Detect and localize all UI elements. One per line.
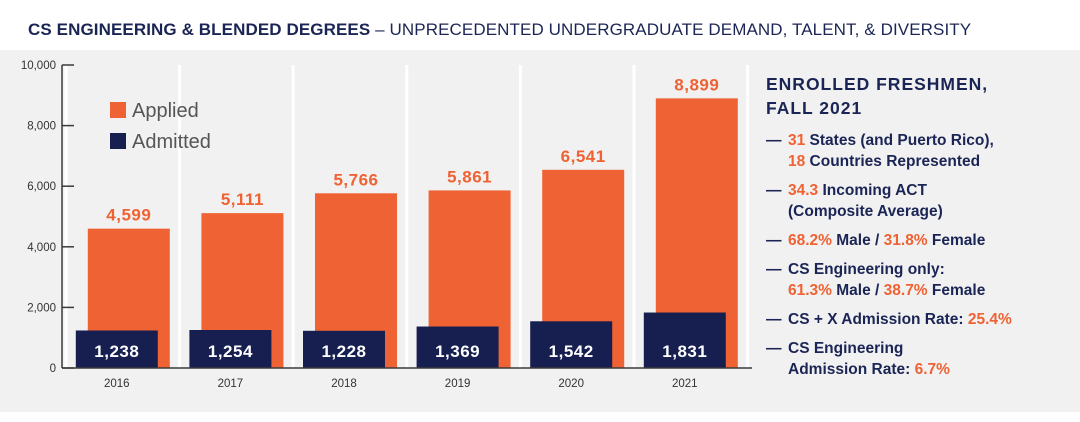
legend-swatch-applied bbox=[110, 102, 126, 118]
stat-text: Admission Rate: bbox=[788, 361, 915, 378]
side-heading: ENROLLED FRESHMEN, FALL 2021 bbox=[766, 72, 1066, 120]
stat-value: 6.7% bbox=[914, 361, 950, 378]
enrolled-freshmen-panel: ENROLLED FRESHMEN, FALL 2021 — 31 States… bbox=[766, 72, 1066, 388]
admitted-bar bbox=[416, 326, 499, 368]
stat-value: 25.4% bbox=[967, 311, 1012, 328]
bar-chart: 0 2,000 4,000 6,000 8,000 10,000 4,599 1,238 201… bbox=[21, 60, 752, 390]
stat-states-countries: — 31 States (and Puerto Rico), 18 Countr… bbox=[766, 130, 1066, 172]
x-tick-label: 2017 bbox=[218, 378, 244, 390]
stat-value: 34.3 bbox=[788, 182, 819, 199]
stat-csx-admission-rate: — CS + X Admission Rate: 25.4% bbox=[766, 309, 1066, 330]
stat-value: 18 bbox=[788, 153, 806, 170]
title-rest: – UNPRECEDENTED UNDERGRADUATE DEMAND, TA… bbox=[370, 20, 972, 39]
stat-text: CS Engineering bbox=[788, 340, 904, 357]
admitted-bar bbox=[189, 330, 272, 368]
stat-text: Countries Represented bbox=[805, 153, 981, 170]
stat-value: 61.3% bbox=[788, 282, 832, 299]
chart-panel: 0 2,000 4,000 6,000 8,000 10,000 4,599 1,238 201… bbox=[0, 50, 1080, 412]
stat-value: 31.8% bbox=[883, 232, 928, 249]
legend-swatch-admitted bbox=[110, 133, 126, 149]
admitted-bar bbox=[75, 330, 158, 368]
applied-value-label: 4,599 bbox=[106, 206, 151, 225]
dash-bullet: — bbox=[766, 182, 782, 199]
page-title: CS ENGINEERING & BLENDED DEGREES – UNPRE… bbox=[0, 0, 1080, 50]
y-tick-label: 6,000 bbox=[27, 181, 56, 193]
dash-bullet: — bbox=[766, 132, 782, 149]
admitted-value-label: 1,542 bbox=[549, 342, 594, 361]
admitted-value-label: 1,238 bbox=[94, 342, 139, 361]
dash-bullet: — bbox=[766, 311, 782, 328]
admitted-bar bbox=[643, 312, 726, 368]
applied-value-label: 8,899 bbox=[674, 75, 719, 94]
y-tick-label: 0 bbox=[50, 363, 56, 375]
y-tick-label: 2,000 bbox=[27, 302, 56, 314]
stat-gender-ratio: — 68.2% Male / 31.8% Female bbox=[766, 230, 1066, 251]
stat-cs-engineering-gender: — CS Engineering only: 61.3% Male / 38.7… bbox=[766, 259, 1066, 301]
side-heading-line1: ENROLLED FRESHMEN, bbox=[766, 74, 989, 94]
x-tick-label: 2020 bbox=[558, 378, 584, 390]
admitted-value-label: 1,254 bbox=[208, 342, 253, 361]
x-tick-label: 2019 bbox=[445, 378, 471, 390]
y-tick-label: 10,000 bbox=[21, 60, 56, 72]
x-tick-label: 2016 bbox=[104, 378, 130, 390]
stat-value: 38.7% bbox=[883, 282, 928, 299]
legend-label-admitted: Admitted bbox=[132, 131, 211, 153]
admitted-value-label: 1,228 bbox=[321, 342, 366, 361]
dash-bullet: — bbox=[766, 340, 782, 357]
admitted-bar bbox=[530, 321, 613, 368]
stat-text: Incoming ACT bbox=[818, 182, 927, 199]
stat-cs-engineering-admission-rate: — CS Engineering Admission Rate: 6.7% bbox=[766, 338, 1066, 380]
admitted-value-label: 1,369 bbox=[435, 342, 480, 361]
y-tick-label: 4,000 bbox=[27, 242, 56, 254]
stat-text: Male / bbox=[831, 232, 884, 249]
applied-value-label: 6,541 bbox=[561, 147, 606, 166]
x-tick-label: 2021 bbox=[672, 378, 698, 390]
x-tick-label: 2018 bbox=[331, 378, 357, 390]
title-bold: CS ENGINEERING & BLENDED DEGREES bbox=[28, 20, 371, 39]
stat-text: (Composite Average) bbox=[788, 203, 943, 220]
stat-text: CS + X Admission Rate: bbox=[788, 311, 968, 328]
dash-bullet: — bbox=[766, 261, 782, 278]
stat-text: Female bbox=[927, 282, 986, 299]
side-heading-line2: FALL 2021 bbox=[766, 98, 863, 118]
legend-label-applied: Applied bbox=[132, 100, 199, 122]
applied-value-label: 5,861 bbox=[447, 167, 492, 186]
stat-text: Female bbox=[927, 232, 986, 249]
stat-act: — 34.3 Incoming ACT (Composite Average) bbox=[766, 180, 1066, 222]
y-tick-label: 8,000 bbox=[27, 121, 56, 133]
admitted-value-label: 1,831 bbox=[662, 342, 707, 361]
admitted-bar bbox=[303, 330, 385, 368]
stat-value: 68.2% bbox=[788, 232, 832, 249]
stat-text: States (and Puerto Rico), bbox=[805, 132, 994, 149]
stat-value: 31 bbox=[788, 132, 806, 149]
applied-value-label: 5,766 bbox=[333, 170, 378, 189]
applied-value-label: 5,111 bbox=[221, 190, 264, 209]
dash-bullet: — bbox=[766, 232, 782, 249]
stat-text: Male / bbox=[831, 282, 884, 299]
stat-text: CS Engineering only: bbox=[788, 261, 945, 278]
